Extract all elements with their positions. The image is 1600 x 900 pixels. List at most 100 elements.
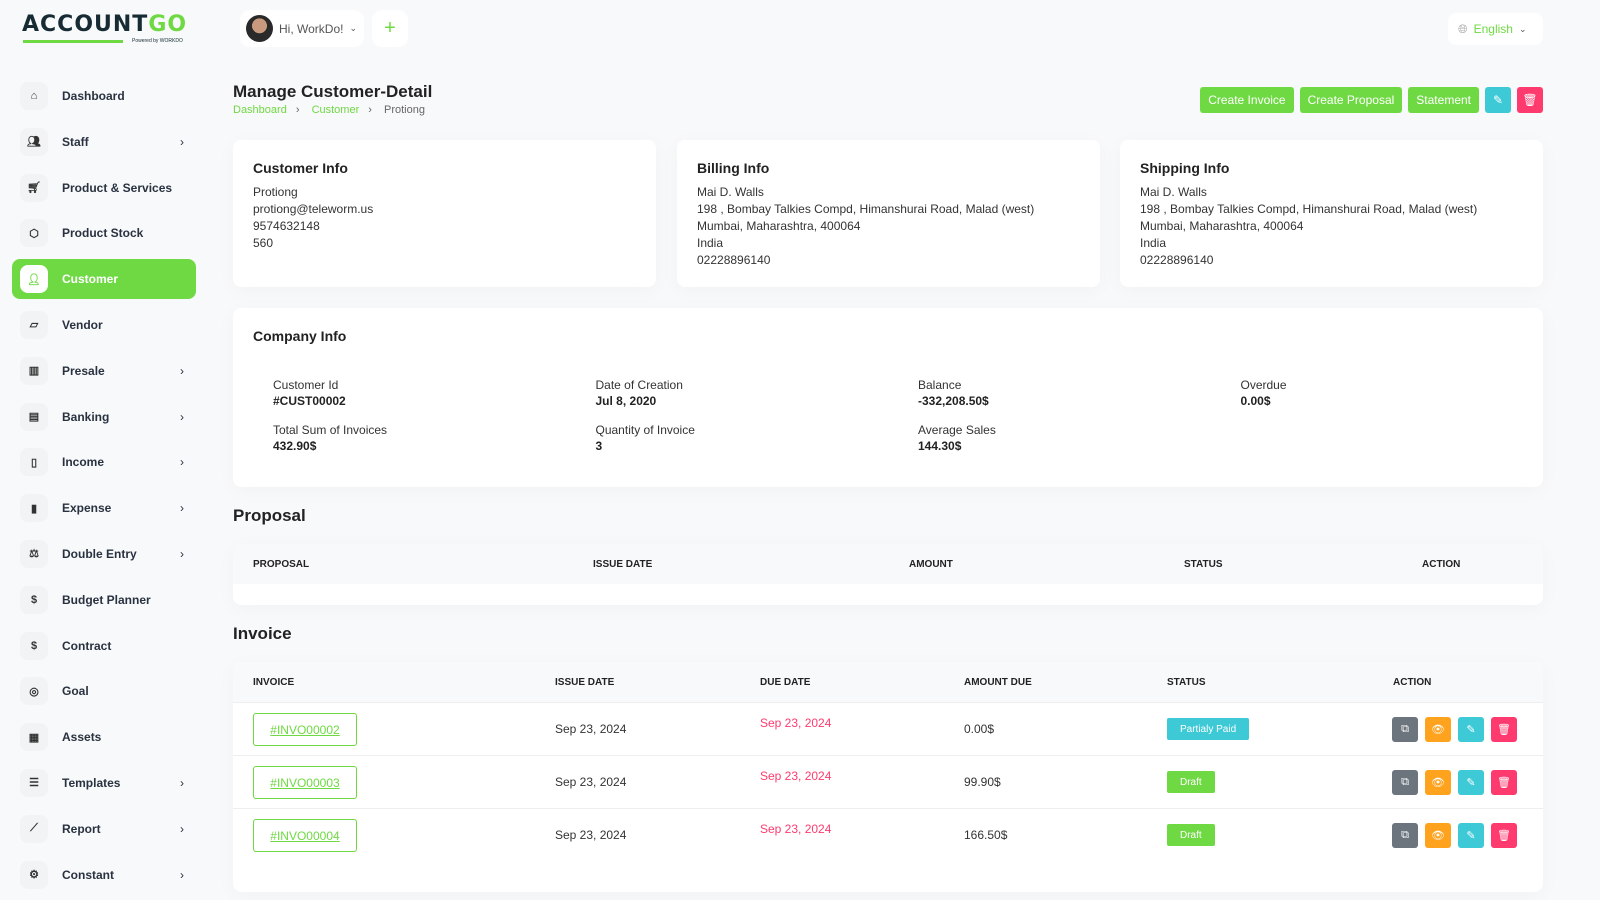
chevron-right-icon: › (180, 501, 184, 516)
view-button[interactable]: 👁︎ (1425, 770, 1451, 795)
logo[interactable]: ACCOUNTGO Powered by WORKDO (22, 12, 187, 46)
card-title: Customer Info (253, 160, 348, 176)
sidebar-item-goal[interactable]: ◎ Goal (12, 671, 196, 711)
eye-icon: 👁︎ (1431, 724, 1445, 736)
delete-customer-button[interactable]: 🗑︎ (1517, 87, 1543, 113)
quick-add-button[interactable]: + (372, 10, 408, 47)
users-icon: 👥︎ (20, 127, 48, 156)
chevron-right-icon: › (180, 134, 184, 149)
user-menu[interactable]: Hi, WorkDo! ⌄ (240, 10, 364, 47)
table-row: #INVO00003 Sep 23, 2024 Sep 23, 2024 99.… (233, 755, 1543, 808)
status-badge: Draft (1167, 824, 1215, 846)
page-actions: Create Invoice Create Proposal Statement… (1200, 87, 1543, 113)
user-greeting: Hi, WorkDo! (279, 21, 344, 36)
company-field: Customer Id #CUST00002 (273, 378, 346, 408)
sidebar-item-label: Expense (62, 501, 112, 516)
issue-date: Sep 23, 2024 (555, 828, 627, 842)
edit-button[interactable]: ✎ (1458, 823, 1484, 848)
calculator-icon: ▦ (20, 723, 48, 752)
invoice-title: Invoice (233, 624, 292, 643)
duplicate-button[interactable]: ⧉ (1392, 770, 1418, 795)
create-invoice-button[interactable]: Create Invoice (1200, 87, 1294, 113)
issue-date: Sep 23, 2024 (555, 722, 627, 736)
info-line: India (697, 236, 724, 250)
sidebar-item-product-stock[interactable]: ⬡ Product Stock (12, 213, 196, 253)
sidebar-item-expense[interactable]: ▮ Expense › (12, 488, 196, 528)
chevron-right-icon: › (180, 409, 184, 424)
sidebar-item-report[interactable]: ⟋ Report › (12, 809, 196, 849)
globe-icon: 🌐︎ (1458, 21, 1468, 36)
sidebar-item-label: Staff (62, 134, 89, 149)
sidebar-item-double-entry[interactable]: ⚖︎ Double Entry › (12, 534, 196, 574)
field-label: Customer Id (273, 378, 339, 392)
column-header: STATUS (1184, 559, 1223, 570)
box-icon: ⬡ (20, 219, 48, 248)
duplicate-button[interactable]: ⧉ (1392, 823, 1418, 848)
sidebar-item-assets[interactable]: ▦ Assets (12, 717, 196, 757)
company-field: Quantity of Invoice 3 (596, 423, 695, 453)
copy-icon: ⧉ (1401, 723, 1409, 735)
info-line: India (1140, 236, 1167, 250)
sidebar-item-product-services[interactable]: 🛒︎ Product & Services (12, 168, 196, 208)
edit-button[interactable]: ✎ (1458, 770, 1484, 795)
breadcrumb-dashboard[interactable]: Dashboard (233, 104, 287, 116)
column-header: ACTION (1393, 677, 1432, 688)
create-proposal-button[interactable]: Create Proposal (1299, 87, 1403, 113)
statement-button[interactable]: Statement (1408, 87, 1479, 113)
scale-icon: ⚖︎ (20, 539, 48, 568)
breadcrumb: Dashboard › Customer › Protiong (233, 104, 425, 116)
sidebar-item-label: Assets (62, 730, 102, 745)
sidebar-item-dashboard[interactable]: ⌂ Dashboard (12, 76, 196, 116)
column-header: ISSUE DATE (555, 677, 615, 688)
sidebar-item-contract[interactable]: $ Contract (12, 626, 196, 666)
billing-info-card: Billing Info Mai D. Walls 198 , Bombay Ta… (677, 140, 1100, 287)
trash-icon: 🗑︎ (1497, 830, 1511, 842)
field-label: Date of Creation (595, 378, 683, 392)
invoice-link[interactable]: #INVO00004 (253, 819, 357, 852)
invoice-link[interactable]: #INVO00002 (253, 713, 357, 746)
info-line: Mumbai, Maharashtra, 400064 (697, 219, 861, 233)
edit-customer-button[interactable]: ✎ (1485, 87, 1511, 113)
edit-button[interactable]: ✎ (1458, 717, 1484, 742)
coins-icon: $ (20, 585, 48, 614)
table-row: #INVO00004 Sep 23, 2024 Sep 23, 2024 166… (233, 808, 1543, 861)
card-title: Company Info (253, 328, 347, 344)
field-label: Balance (918, 378, 962, 392)
cart-icon: 🛒︎ (20, 173, 48, 202)
field-value: -332,208.50$ (918, 394, 989, 408)
chevron-right-icon: › (180, 867, 184, 882)
info-line: protiong@teleworm.us (253, 202, 374, 216)
invoice-link[interactable]: #INVO00003 (253, 766, 357, 799)
sidebar-item-label: Dashboard (62, 89, 125, 103)
field-value: 144.30$ (918, 439, 962, 453)
column-header: DUE DATE (760, 677, 811, 688)
sidebar-item-customer[interactable]: 👤︎ Customer (12, 259, 196, 300)
edit-icon: ✎ (1466, 724, 1476, 736)
sidebar-item-constant[interactable]: ⚙︎ Constant › (12, 855, 196, 895)
target-icon: ◎ (20, 677, 48, 706)
field-value: #CUST00002 (273, 394, 346, 408)
info-line: Protiong (253, 185, 298, 199)
sidebar-item-vendor[interactable]: ▱ Vendor (12, 305, 196, 345)
delete-button[interactable]: 🗑︎ (1491, 823, 1517, 848)
sidebar-item-income[interactable]: ▯ Income › (12, 442, 196, 482)
proposal-table: PROPOSAL ISSUE DATE AMOUNT STATUS ACTION (233, 544, 1543, 605)
delete-button[interactable]: 🗑︎ (1491, 770, 1517, 795)
info-line: Mai D. Walls (697, 185, 764, 199)
sidebar-item-label: Templates (62, 775, 121, 790)
edit-icon: ✎ (1466, 777, 1476, 789)
breadcrumb-customer[interactable]: Customer (311, 104, 360, 116)
language-select[interactable]: 🌐︎ English ⌄ (1448, 13, 1543, 45)
language-label: English (1473, 22, 1513, 36)
sidebar-item-presale[interactable]: ▥ Presale › (12, 351, 196, 391)
sidebar-item-templates[interactable]: ☰ Templates › (12, 763, 196, 803)
delete-button[interactable]: 🗑︎ (1491, 717, 1517, 742)
sidebar-item-budget-planner[interactable]: $ Budget Planner (12, 580, 196, 620)
info-line: 02228896140 (697, 253, 771, 267)
view-button[interactable]: 👁︎ (1425, 823, 1451, 848)
sidebar-item-banking[interactable]: ▤ Banking › (12, 397, 196, 437)
sidebar-item-staff[interactable]: 👥︎ Staff › (12, 122, 196, 162)
duplicate-button[interactable]: ⧉ (1392, 717, 1418, 742)
sidebar-item-label: Product & Services (62, 180, 173, 195)
view-button[interactable]: 👁︎ (1425, 717, 1451, 742)
